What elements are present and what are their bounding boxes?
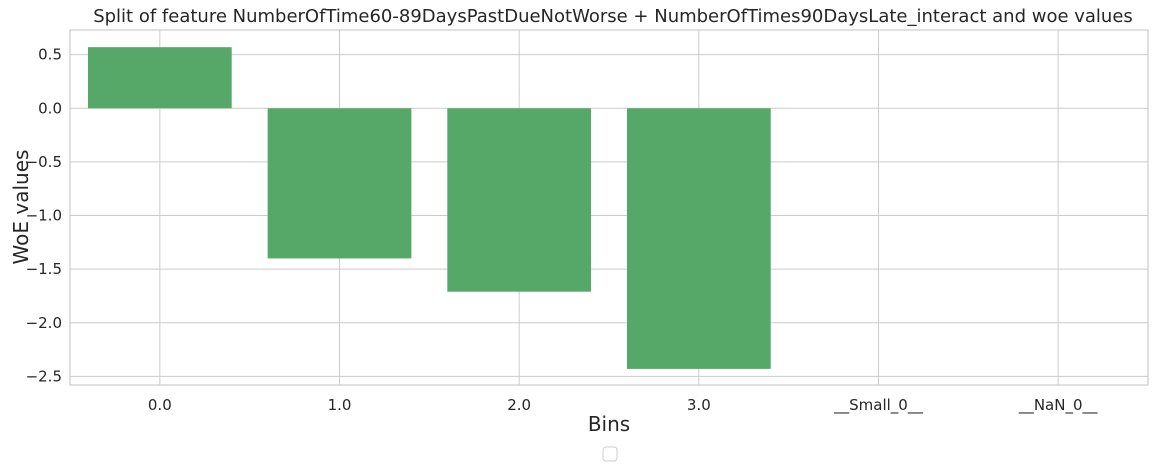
y-axis-title: WoE values (9, 150, 33, 265)
y-tick-label: −0.5 (26, 153, 62, 171)
y-tick-labels: 0.5 0.0 −0.5 −1.0 −1.5 −2.0 −2.5 (26, 46, 62, 386)
y-tick-label: −2.5 (26, 367, 62, 385)
x-tick-labels: 0.0 1.0 2.0 3.0 __Small_0__ __NaN_0__ (148, 396, 1098, 415)
bar-0 (87, 47, 232, 109)
bar-1 (267, 108, 412, 259)
grid-lines (70, 30, 1148, 385)
x-tick-label: 3.0 (687, 396, 711, 414)
legend-box (602, 446, 618, 462)
chart-title: Split of feature NumberOfTime60-89DaysPa… (93, 6, 1133, 27)
y-tick-label: 0.5 (38, 46, 62, 64)
y-tick-label: 0.0 (38, 99, 62, 117)
x-tick-label: 2.0 (507, 396, 531, 414)
plot-frame (69, 29, 1149, 386)
bar-3 (626, 108, 771, 369)
y-tick-label: −2.0 (26, 314, 62, 332)
x-tick-label: 0.0 (148, 396, 172, 414)
x-tick-label: 1.0 (328, 396, 352, 414)
x-tick-label: __NaN_0__ (1018, 396, 1098, 415)
x-axis-title: Bins (588, 412, 630, 436)
bars (87, 47, 771, 369)
x-tick-label: __Small_0__ (833, 396, 923, 415)
y-tick-label: −1.0 (26, 207, 62, 225)
y-tick-label: −1.5 (26, 260, 62, 278)
bar-2 (447, 108, 592, 292)
